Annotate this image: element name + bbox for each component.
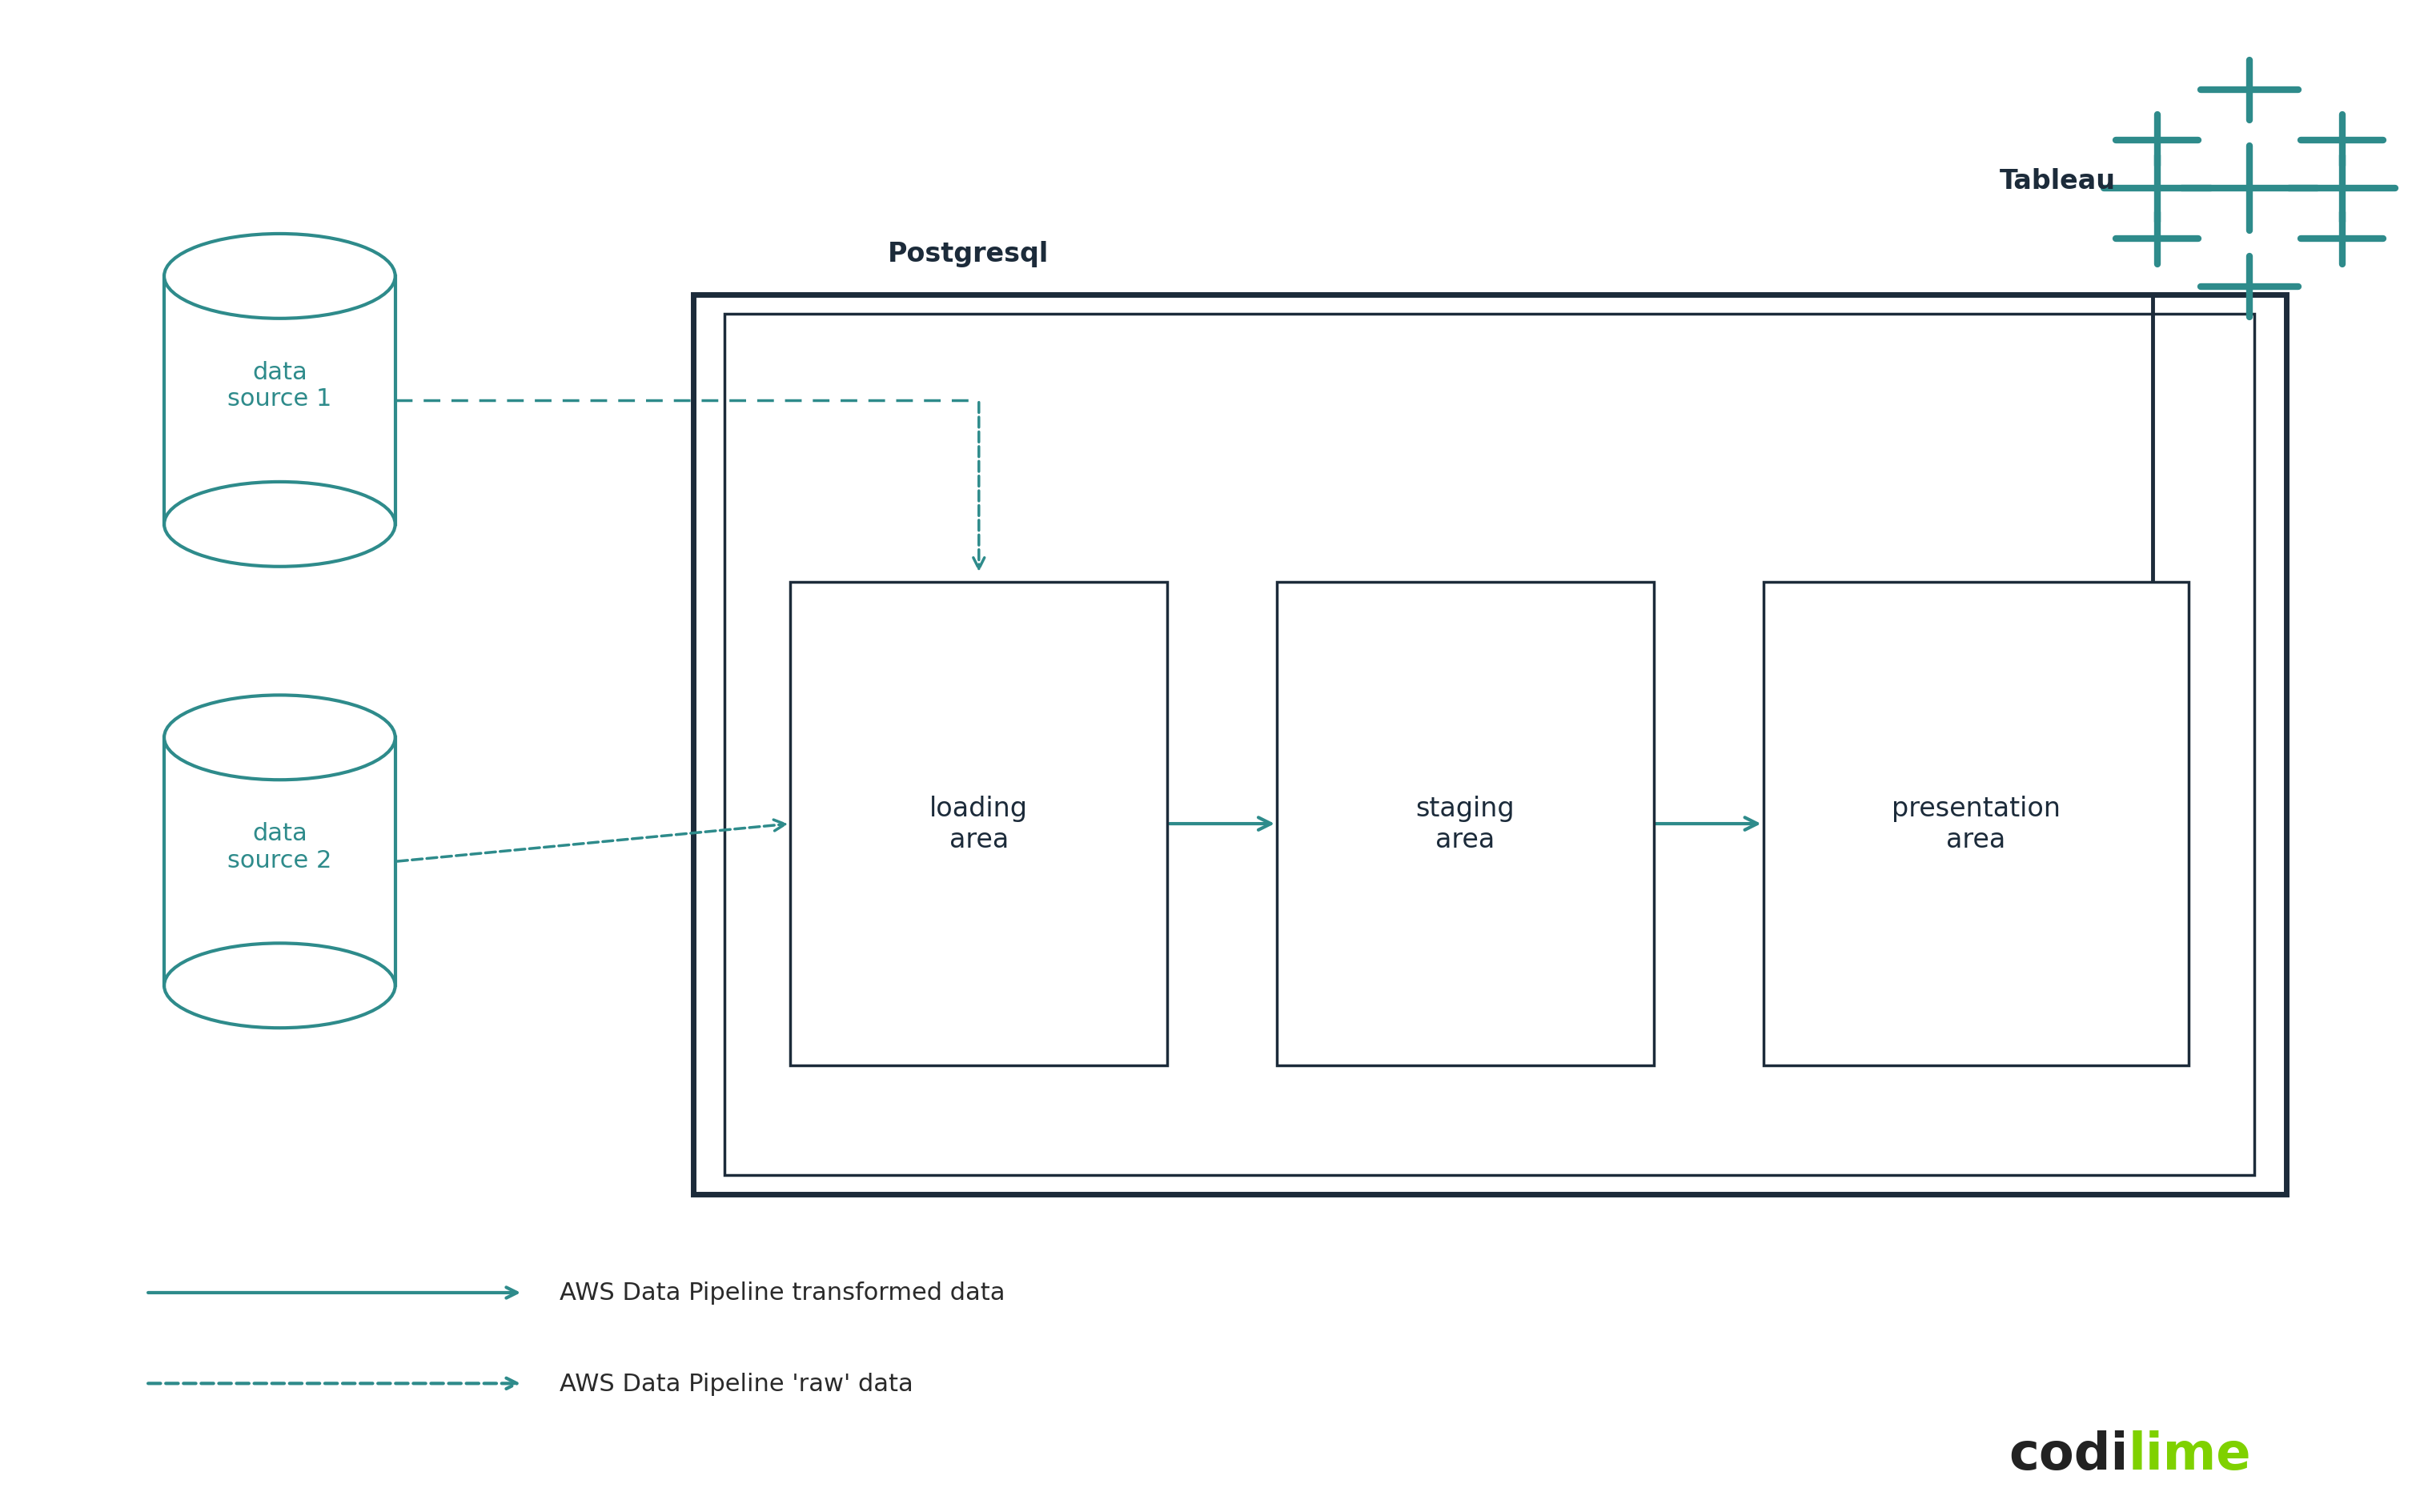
Text: data
source 2: data source 2	[229, 821, 331, 872]
Text: data
source 1: data source 1	[229, 360, 331, 411]
Text: presentation
area: presentation area	[1892, 795, 2060, 853]
Ellipse shape	[163, 696, 394, 780]
Text: Tableau: Tableau	[1999, 168, 2116, 195]
Text: staging
area: staging area	[1415, 795, 1515, 853]
FancyBboxPatch shape	[693, 295, 2286, 1194]
Text: lime: lime	[2128, 1430, 2252, 1479]
FancyBboxPatch shape	[1763, 582, 2189, 1066]
Text: AWS Data Pipeline transformed data: AWS Data Pipeline transformed data	[559, 1281, 1004, 1305]
Ellipse shape	[163, 234, 394, 319]
FancyBboxPatch shape	[790, 582, 1167, 1066]
FancyBboxPatch shape	[1277, 582, 1654, 1066]
FancyBboxPatch shape	[725, 314, 2254, 1175]
Text: AWS Data Pipeline 'raw' data: AWS Data Pipeline 'raw' data	[559, 1371, 912, 1396]
Text: Postgresql: Postgresql	[888, 240, 1048, 268]
Text: codi: codi	[2009, 1430, 2128, 1479]
Text: loading
area: loading area	[929, 795, 1029, 853]
